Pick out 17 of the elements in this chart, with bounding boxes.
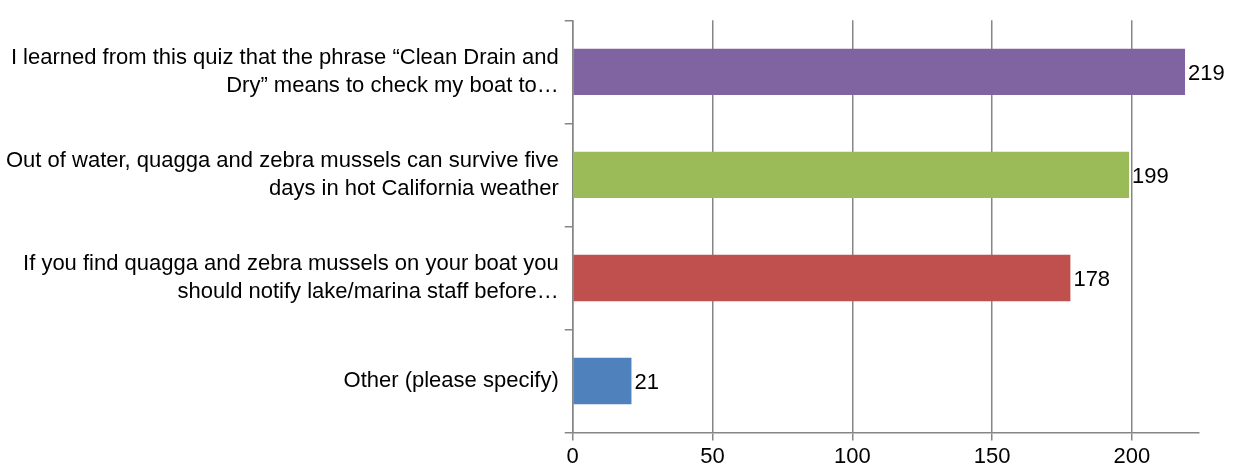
bar [573,357,632,405]
data-label: 219 [1188,59,1225,85]
y-tick-label: Other (please specify) [343,367,559,393]
y-tick-label: Out of water, quagga and zebra mussels can survive five days in hot California weather [5,146,559,201]
data-label: 21 [634,369,659,395]
bar [573,48,1186,96]
x-tick-label: 150 [973,442,1011,468]
x-tick-label: 100 [833,442,871,468]
y-tick-label: If you find quagga and zebra mussels on your boat you should notify lake/marina staff before… [23,249,559,304]
data-label: 199 [1132,162,1169,188]
bar [573,151,1130,199]
x-tick-label: 200 [1113,442,1151,468]
bar [573,254,1071,302]
data-label: 178 [1073,266,1111,292]
x-tick-label: 50 [700,442,725,468]
y-tick-label: I learned from this quiz that the phrase “Clean Drain and Dry” means to check my boat to… [10,43,559,98]
x-tick-label: 0 [566,442,579,468]
